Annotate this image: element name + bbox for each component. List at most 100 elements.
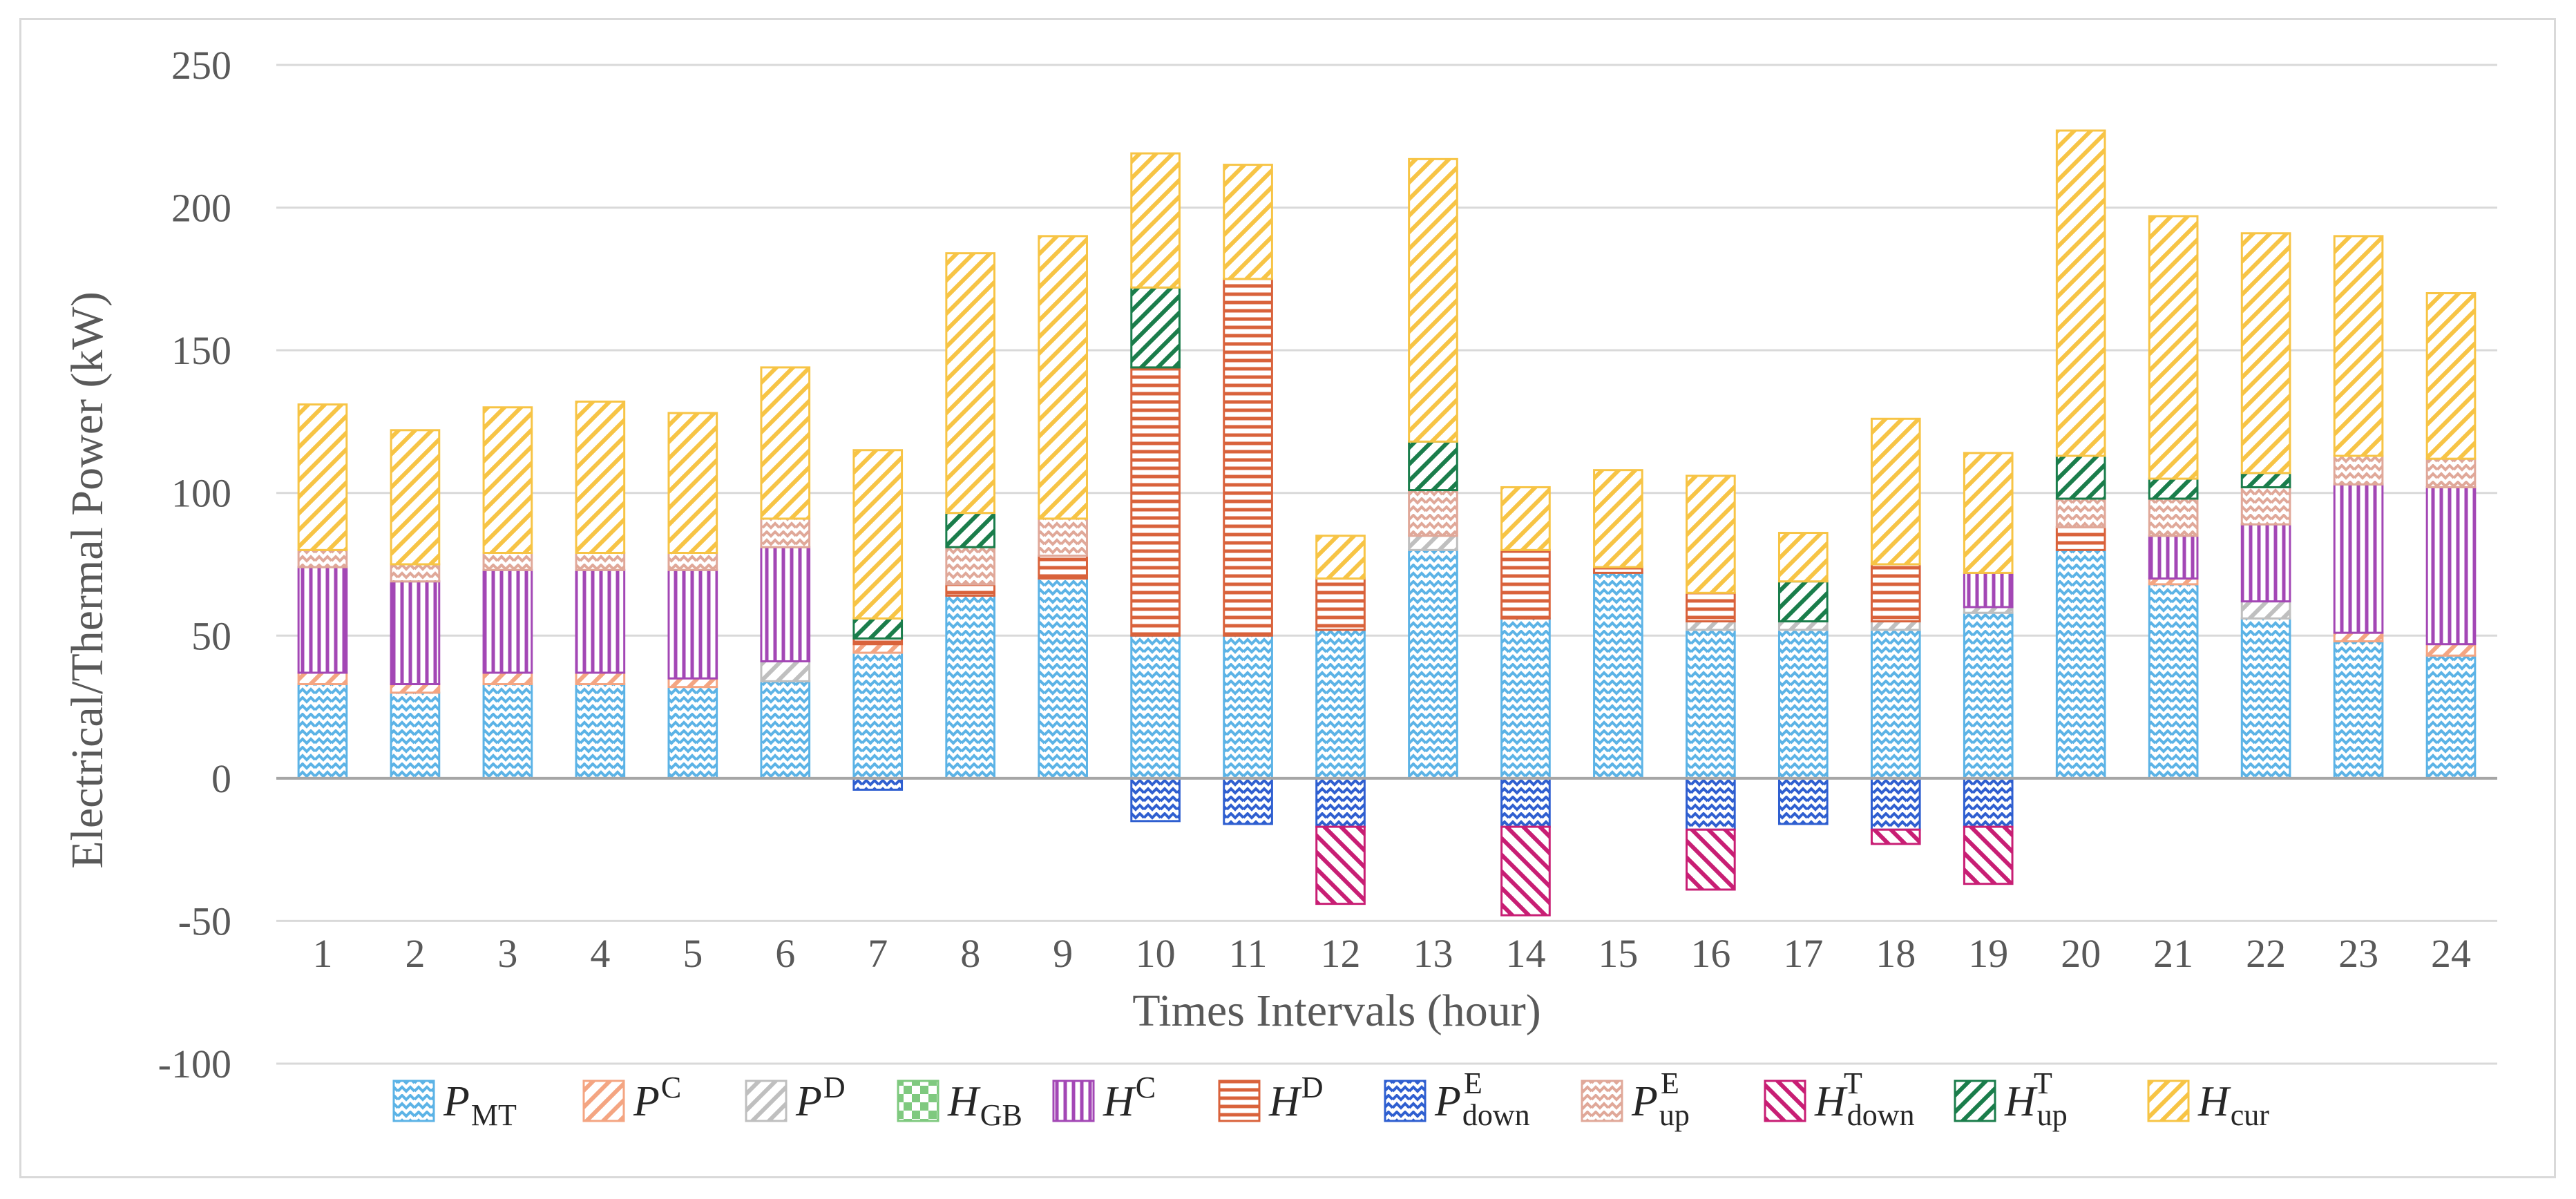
bar-hcur-8: [945, 252, 996, 515]
bar-hd-18: [1870, 563, 1921, 623]
bar-hc-22: [2240, 523, 2291, 603]
bar-pup-9: [1038, 517, 1088, 557]
bar-pup-23: [2333, 454, 2384, 486]
legend-label: HD: [1268, 1071, 1324, 1125]
bar-hd-9: [1038, 555, 1088, 580]
bar-pup-4: [575, 551, 626, 571]
legend-swatch: [1764, 1080, 1806, 1122]
legend-swatch: [392, 1080, 435, 1122]
bar-hcur-3: [482, 406, 533, 554]
bar-pdown-10: [1130, 777, 1181, 823]
x-tick-label: 22: [2246, 931, 2286, 976]
x-tick-label: 7: [868, 931, 888, 976]
bar-pmt-7: [852, 651, 904, 780]
x-tick-label: 9: [1053, 931, 1073, 976]
legend-item-hgb: HGB: [897, 1078, 1022, 1132]
bar-pd-13: [1408, 535, 1458, 551]
legend-label: PD: [795, 1071, 846, 1125]
legend-swatch: [2147, 1080, 2190, 1122]
bar-hdown-19: [1963, 825, 2014, 885]
bar-hcur-1: [297, 403, 348, 551]
bar-pmt-23: [2333, 640, 2384, 780]
bar-pc-3: [482, 671, 533, 686]
bar-pmt-18: [1870, 629, 1921, 780]
bar-pc-7: [852, 643, 904, 654]
bar-hup-17: [1777, 580, 1829, 623]
bar-hcur-2: [390, 429, 441, 566]
x-tick-label: 2: [405, 931, 425, 976]
bar-hup-13: [1408, 440, 1458, 492]
legend-label: HdownT: [1814, 1066, 1915, 1132]
bar-pup-13: [1408, 489, 1458, 537]
bar-pmt-8: [945, 594, 996, 780]
x-tick-label: 6: [775, 931, 795, 976]
bar-pmt-10: [1130, 634, 1181, 780]
bar-hcur-23: [2333, 235, 2384, 457]
x-tick-label: 20: [2061, 931, 2101, 976]
bar-pd-17: [1777, 620, 1829, 631]
bar-pup-21: [2148, 497, 2199, 537]
legend-label: PMT: [443, 1078, 517, 1132]
y-tick-label: 50: [191, 613, 231, 658]
bar-pmt-6: [760, 680, 811, 780]
bar-hcur-9: [1038, 235, 1088, 520]
x-tick-label: 24: [2431, 931, 2471, 976]
bar-pmt-1: [297, 683, 348, 780]
legend-item-hdown: HdownT: [1764, 1066, 1915, 1132]
bar-pmt-20: [2055, 548, 2106, 780]
bar-hd-12: [1315, 577, 1366, 631]
bar-hcur-12: [1315, 535, 1366, 580]
legend-item-pmt: PMT: [392, 1078, 517, 1132]
x-tick-label: 5: [683, 931, 703, 976]
x-tick-label: 16: [1690, 931, 1730, 976]
bar-hc-24: [2425, 486, 2477, 646]
legend-item-pd: PD: [745, 1071, 846, 1125]
legend-label: PC: [633, 1071, 681, 1125]
legend-swatch: [1052, 1080, 1095, 1122]
bar-pdown-18: [1870, 777, 1921, 831]
bar-hc-3: [482, 568, 533, 674]
bar-pmt-24: [2425, 654, 2477, 780]
bar-hcur-10: [1130, 152, 1181, 289]
bar-hd-14: [1500, 548, 1551, 620]
bar-pup-3: [482, 551, 533, 571]
bar-pmt-2: [390, 691, 441, 780]
bar-pmt-17: [1777, 629, 1829, 780]
bar-hcur-13: [1408, 157, 1458, 443]
x-tick-label: 11: [1229, 931, 1268, 976]
x-tick-label: 21: [2153, 931, 2193, 976]
bar-pmt-5: [667, 686, 718, 780]
bar-hcur-14: [1500, 486, 1551, 551]
bar-hcur-11: [1223, 164, 1273, 280]
y-tick-label: 100: [171, 471, 231, 516]
y-tick-label: 200: [171, 186, 231, 231]
legend-item-hcur: Hcur: [2147, 1078, 2269, 1132]
bar-pc-1: [297, 671, 348, 686]
bar-pup-5: [667, 551, 718, 571]
bar-hup-8: [945, 512, 996, 548]
bar-pdown-7: [852, 777, 904, 791]
legend-label: PdownE: [1434, 1066, 1530, 1132]
x-axis-title: Times Intervals (hour): [1132, 986, 1541, 1036]
y-tick-label: -100: [158, 1042, 231, 1086]
bar-pmt-12: [1315, 629, 1366, 780]
bar-hcur-16: [1686, 474, 1736, 594]
bar-pup-6: [760, 517, 811, 548]
legend: PMT PC PD HGB HC HD PdownE PupE HdownT HupT Hcur: [392, 1066, 2269, 1132]
bar-hcur-6: [760, 366, 811, 520]
x-tick-label: 23: [2338, 931, 2378, 976]
bar-pup-20: [2055, 497, 2106, 528]
legend-item-hc: HC: [1052, 1071, 1156, 1125]
chart-frame: [19, 18, 2556, 1178]
legend-swatch: [1384, 1080, 1427, 1122]
bar-pmt-11: [1223, 634, 1273, 780]
bar-hcur-20: [2055, 129, 2106, 457]
bar-pc-5: [667, 677, 718, 689]
bar-pc-2: [390, 683, 441, 694]
bar-pd-18: [1870, 620, 1921, 631]
legend-swatch: [1954, 1080, 1996, 1122]
bar-hcur-4: [575, 401, 626, 554]
legend-item-pup: PupE: [1581, 1066, 1690, 1132]
bar-hc-2: [390, 580, 441, 686]
legend-label: HupT: [2004, 1066, 2068, 1132]
